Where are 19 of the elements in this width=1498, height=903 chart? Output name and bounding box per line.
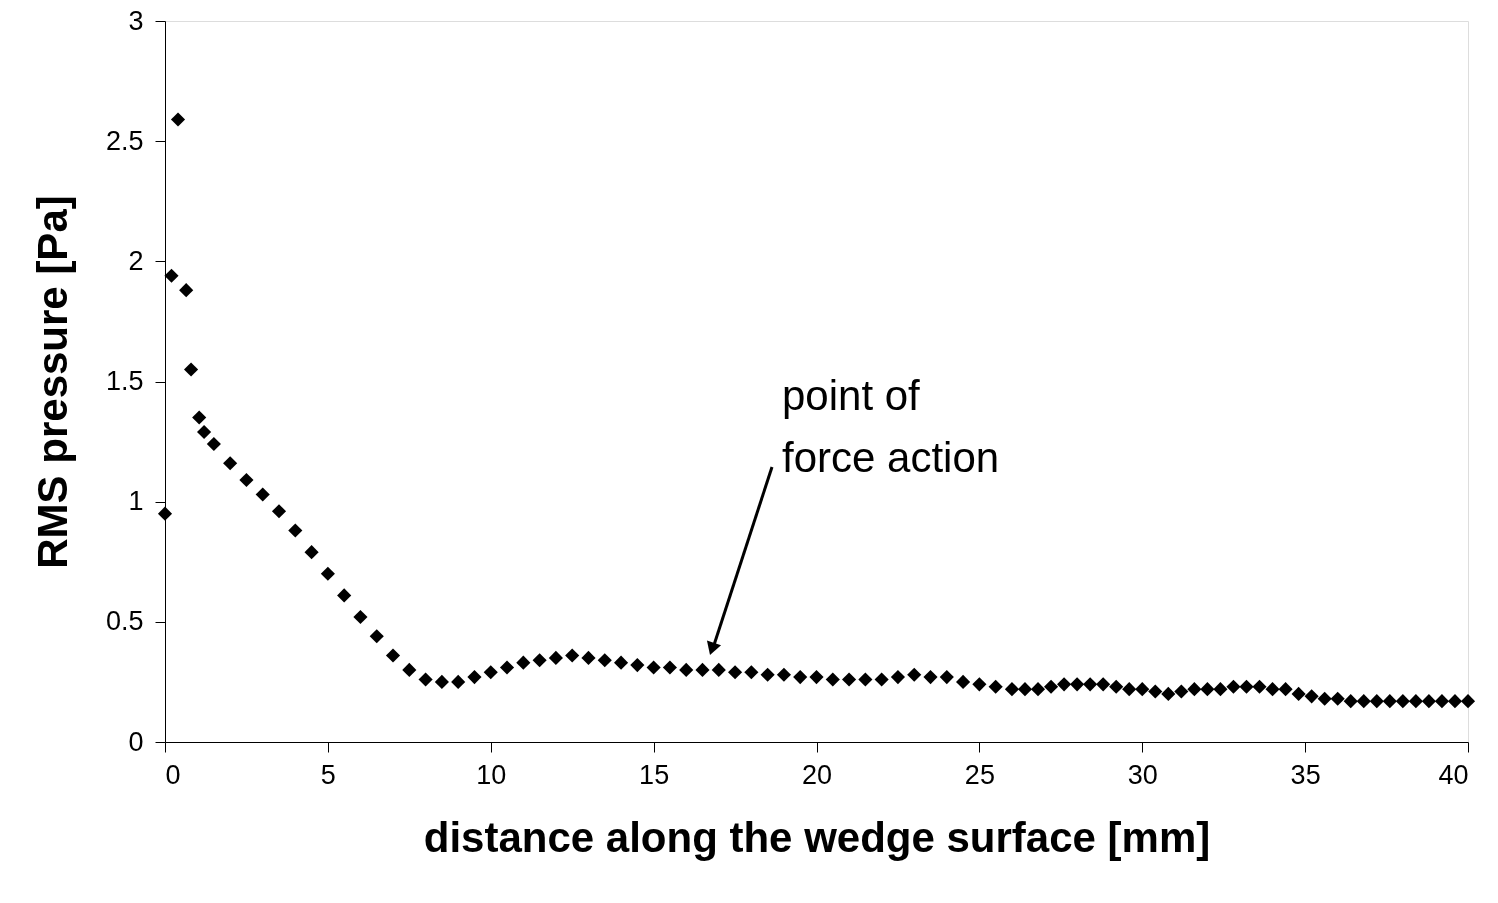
y-tick-label: 1.5 <box>105 366 144 396</box>
y-tick-label: 0 <box>128 726 144 757</box>
x-tick-label: 15 <box>639 759 670 790</box>
x-tick-label: 25 <box>964 759 995 790</box>
annotation: point of force action <box>782 372 1000 481</box>
y-tick-label: 3 <box>128 5 144 36</box>
x-tick-label: 0 <box>165 759 181 790</box>
x-tick-label: 10 <box>476 759 507 790</box>
y-tick-label: 0.5 <box>105 606 144 637</box>
x-tick-label: 30 <box>1127 759 1158 790</box>
x-tick-label: 35 <box>1290 759 1321 790</box>
x-tick-label: 40 <box>1438 759 1469 790</box>
x-axis-title: distance along the wedge surface [mm] <box>423 813 1211 861</box>
x-tick-label: 20 <box>801 759 833 790</box>
y-tick-label: 2.5 <box>105 125 144 156</box>
y-axis-title: RMS pressure [Pa] <box>28 195 76 569</box>
y-tick-label: 2 <box>128 245 144 276</box>
x-tick-label: 5 <box>320 759 336 790</box>
y-tick-label: 1 <box>128 486 144 517</box>
